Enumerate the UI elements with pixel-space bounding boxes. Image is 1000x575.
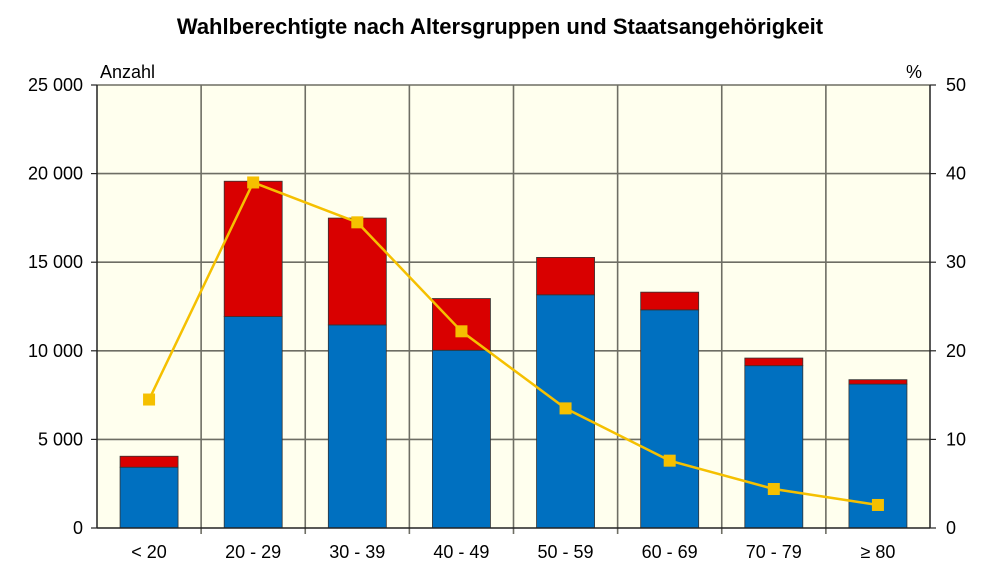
line-marker (455, 325, 468, 338)
bar-segment-1 (327, 217, 387, 326)
x-tick-label: 70 - 79 (746, 542, 802, 562)
right-tick-label: 40 (946, 164, 966, 184)
bar-segment-0 (432, 349, 491, 529)
x-tick-label: < 20 (131, 542, 167, 562)
x-tick-label: 60 - 69 (642, 542, 698, 562)
left-tick-label: 5 000 (38, 429, 83, 449)
left-tick-label: 20 000 (28, 164, 83, 184)
bar-segment-1 (432, 298, 491, 351)
x-tick-label: ≥ 80 (860, 542, 895, 562)
bar-segment-1 (223, 180, 283, 318)
right-tick-label: 10 (946, 429, 966, 449)
bar-segment-1 (848, 379, 908, 385)
line-marker (871, 498, 884, 511)
bar-segment-1 (744, 357, 804, 367)
right-axis-label: % (906, 62, 922, 82)
right-tick-label: 20 (946, 341, 966, 361)
line-marker (559, 402, 572, 415)
bar-segment-0 (223, 316, 283, 529)
bar-segment-0 (744, 365, 804, 529)
right-tick-label: 30 (946, 252, 966, 272)
line-marker (143, 393, 156, 406)
left-axis-label: Anzahl (100, 62, 155, 82)
plot-area: 0 0 5 000 10 10 000 20 15 000 30 20 000 40 25 000 5… (28, 75, 966, 562)
left-tick-label: 25 000 (28, 75, 83, 95)
right-tick-label: 0 (946, 518, 956, 538)
x-tick-label: 30 - 39 (329, 542, 385, 562)
x-tick-label: 40 - 49 (433, 542, 489, 562)
line-series (147, 180, 879, 507)
bar-segment-0 (119, 466, 179, 529)
x-tick-label: 20 - 29 (225, 542, 281, 562)
line-marker (247, 176, 260, 189)
left-tick-label: 15 000 (28, 252, 83, 272)
bar-segment-1 (640, 291, 700, 311)
bar-segment-1 (536, 257, 595, 296)
chart-title: Wahlberechtigte nach Altersgruppen und S… (177, 14, 824, 39)
bar-segment-0 (640, 309, 700, 529)
right-tick-label: 50 (946, 75, 966, 95)
bar-segment-1 (119, 455, 179, 468)
line-marker (663, 454, 676, 467)
line-marker (351, 216, 364, 229)
x-tick-label: 50 - 59 (538, 542, 594, 562)
left-tick-label: 10 000 (28, 341, 83, 361)
line-marker (767, 483, 780, 496)
bar-segment-0 (327, 324, 387, 529)
left-tick-label: 0 (73, 518, 83, 538)
